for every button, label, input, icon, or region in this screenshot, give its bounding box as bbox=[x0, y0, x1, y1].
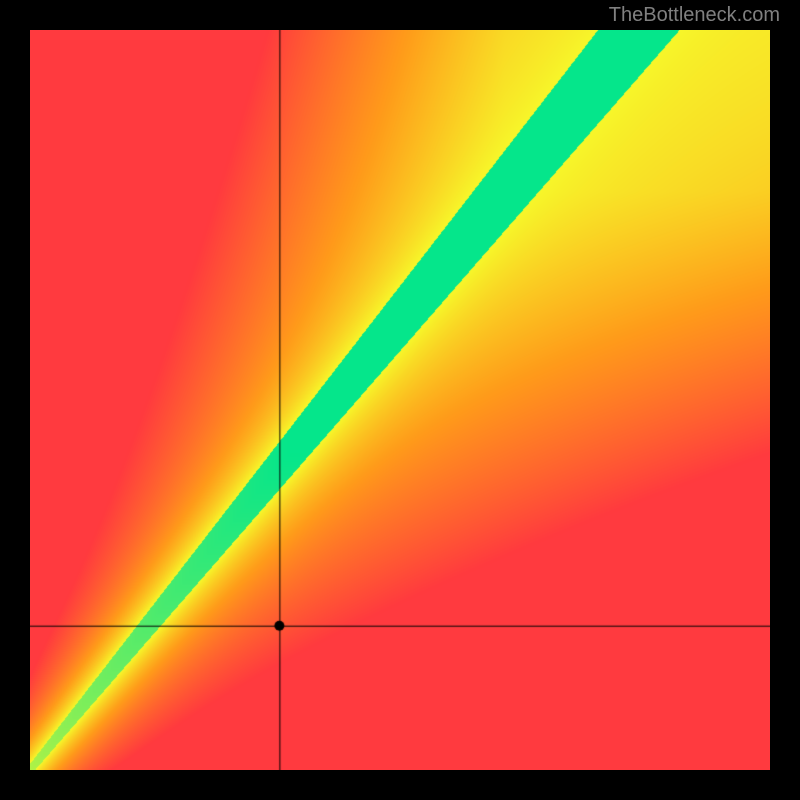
attribution-text: TheBottleneck.com bbox=[609, 4, 780, 27]
heatmap-frame bbox=[30, 30, 770, 770]
bottleneck-heatmap bbox=[30, 30, 770, 770]
